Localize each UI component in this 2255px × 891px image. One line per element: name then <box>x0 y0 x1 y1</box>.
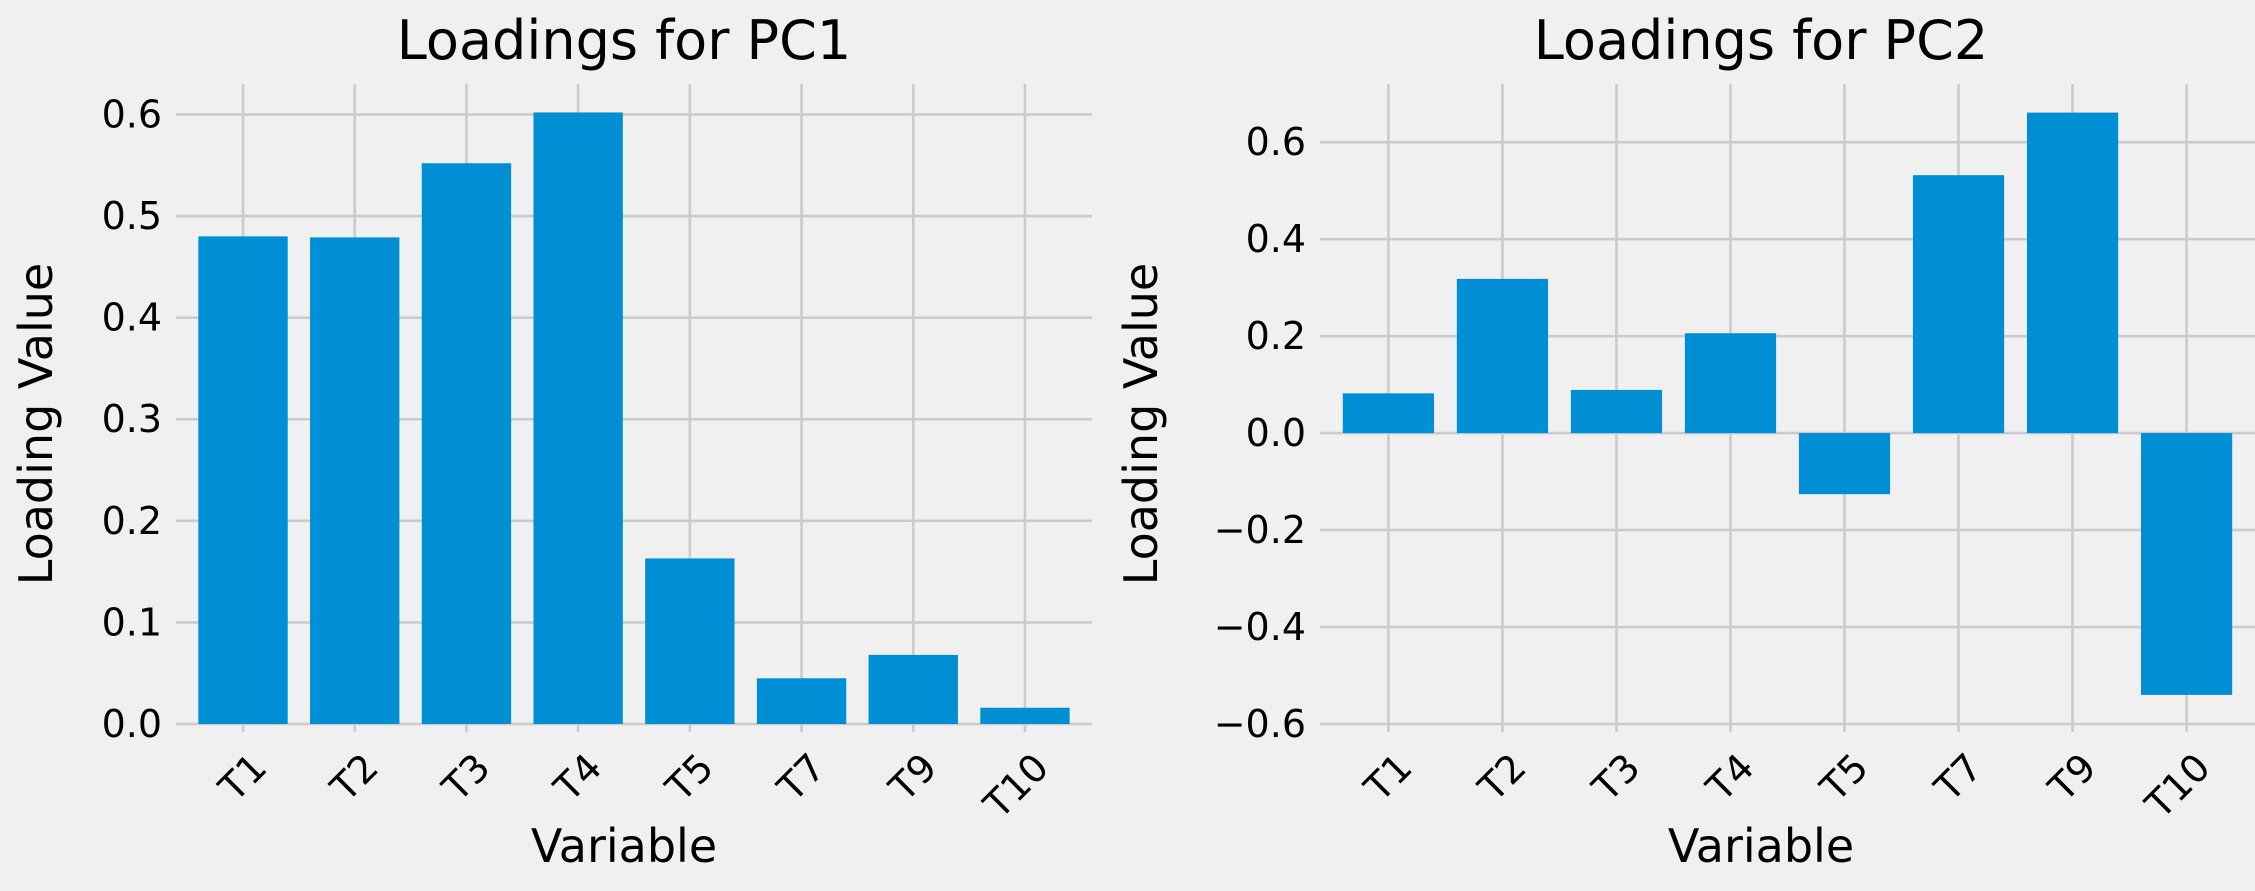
y-tick-label: 0.3 <box>102 397 162 441</box>
bar-t5 <box>645 558 735 724</box>
y-tick-label: 0.2 <box>102 499 162 543</box>
y-tick-label: 0.4 <box>1246 217 1306 261</box>
x-tick-label: T10 <box>2136 745 2218 827</box>
y-tick-label: 0.4 <box>102 296 162 340</box>
x-tick-label: T4 <box>545 745 610 810</box>
x-tick-label: T10 <box>975 745 1057 827</box>
x-tick-label: T5 <box>1811 745 1876 810</box>
x-tick-label: T9 <box>880 745 945 810</box>
x-tick-label: T4 <box>1697 745 1762 810</box>
bar-t2 <box>1456 278 1549 434</box>
x-tick-label: T2 <box>322 745 387 810</box>
bar-t1 <box>198 236 288 724</box>
bar-t3 <box>1570 389 1663 434</box>
y-tick-label: −0.4 <box>1214 605 1306 649</box>
chart-panel-pc1: 0.0 0.1 0.2 0.3 0.4 0.5 0.6 T1 T2 T3 T4 T5 T7 T9 T10 L… <box>9 9 1092 873</box>
y-tick-label: −0.2 <box>1214 508 1306 552</box>
x-tick-label: T3 <box>1583 745 1648 810</box>
bar-t3 <box>421 163 512 724</box>
x-tick-label: T7 <box>1925 745 1990 810</box>
bar-t4 <box>533 112 623 724</box>
x-tick-label: T7 <box>768 745 833 810</box>
bar-t7 <box>756 678 847 724</box>
bar-t1 <box>1342 393 1435 434</box>
y-tick-label: 0.1 <box>102 600 162 644</box>
y-tick-label: 0.5 <box>102 194 162 238</box>
y-tick-label: 0.6 <box>1246 120 1306 164</box>
y-tick-label: 0.0 <box>102 702 162 746</box>
bar-t5 <box>1798 433 1891 495</box>
x-tick-label: T2 <box>1469 745 1534 810</box>
bar-t2 <box>310 237 400 724</box>
bar-t9 <box>2026 112 2119 434</box>
y-axis-label: Loading Value <box>9 263 63 585</box>
bar-t9 <box>868 654 958 724</box>
x-axis-label: Variable <box>531 819 717 873</box>
y-axis-label: Loading Value <box>1114 263 1168 585</box>
chart-title: Loadings for PC2 <box>1534 9 1988 72</box>
x-axis-label: Variable <box>1668 819 1854 873</box>
x-tick-label: T5 <box>657 745 722 810</box>
x-tick-label: T1 <box>1355 745 1420 810</box>
y-tick-label: 0.0 <box>1246 411 1306 455</box>
y-tick-label: 0.6 <box>102 92 162 136</box>
bar-t7 <box>1912 175 2005 434</box>
bar-t4 <box>1684 333 1777 434</box>
bars <box>198 112 1070 724</box>
y-tick-label: 0.2 <box>1246 314 1306 358</box>
chart-title: Loadings for PC1 <box>397 9 851 72</box>
bars <box>1342 112 2233 695</box>
x-tick-label: T1 <box>210 745 275 810</box>
bar-t10 <box>2140 433 2233 695</box>
x-tick-label: T3 <box>433 745 498 810</box>
x-tick-label: T9 <box>2039 745 2104 810</box>
chart-panel-pc2: −0.6 −0.4 −0.2 0.0 0.2 0.4 0.6 T1 T2 T3 T4 T5 T7 T9 T1… <box>1114 9 2255 873</box>
y-tick-label: −0.6 <box>1214 702 1306 746</box>
bar-t10 <box>980 707 1070 724</box>
